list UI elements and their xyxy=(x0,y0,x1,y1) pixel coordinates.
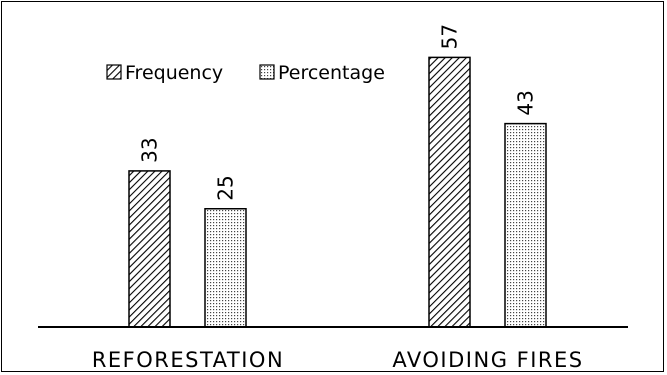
data-label-percentage-reforestation: 25 xyxy=(214,175,238,200)
bar-frequency-avoiding-fires xyxy=(428,56,471,328)
legend-label-frequency: Frequency xyxy=(125,62,223,84)
data-label-frequency-reforestation: 33 xyxy=(138,137,162,162)
bar-percentage-avoiding-fires xyxy=(504,122,547,328)
category-label-reforestation: REFORESTATION xyxy=(92,348,284,372)
bar-percentage-reforestation xyxy=(204,208,247,328)
category-label-avoiding-fires: AVOIDING FIRES xyxy=(392,348,583,372)
data-labels-group: 33 25 57 43 xyxy=(138,24,538,201)
bars-group xyxy=(128,56,547,328)
data-label-percentage-avoiding-fires: 43 xyxy=(514,90,538,115)
legend: Frequency Percentage xyxy=(106,62,385,84)
legend-swatch-frequency xyxy=(106,64,122,80)
legend-swatch-percentage xyxy=(259,64,275,80)
legend-label-percentage: Percentage xyxy=(278,62,385,84)
bar-frequency-reforestation xyxy=(128,170,171,328)
data-label-frequency-avoiding-fires: 57 xyxy=(438,24,462,49)
